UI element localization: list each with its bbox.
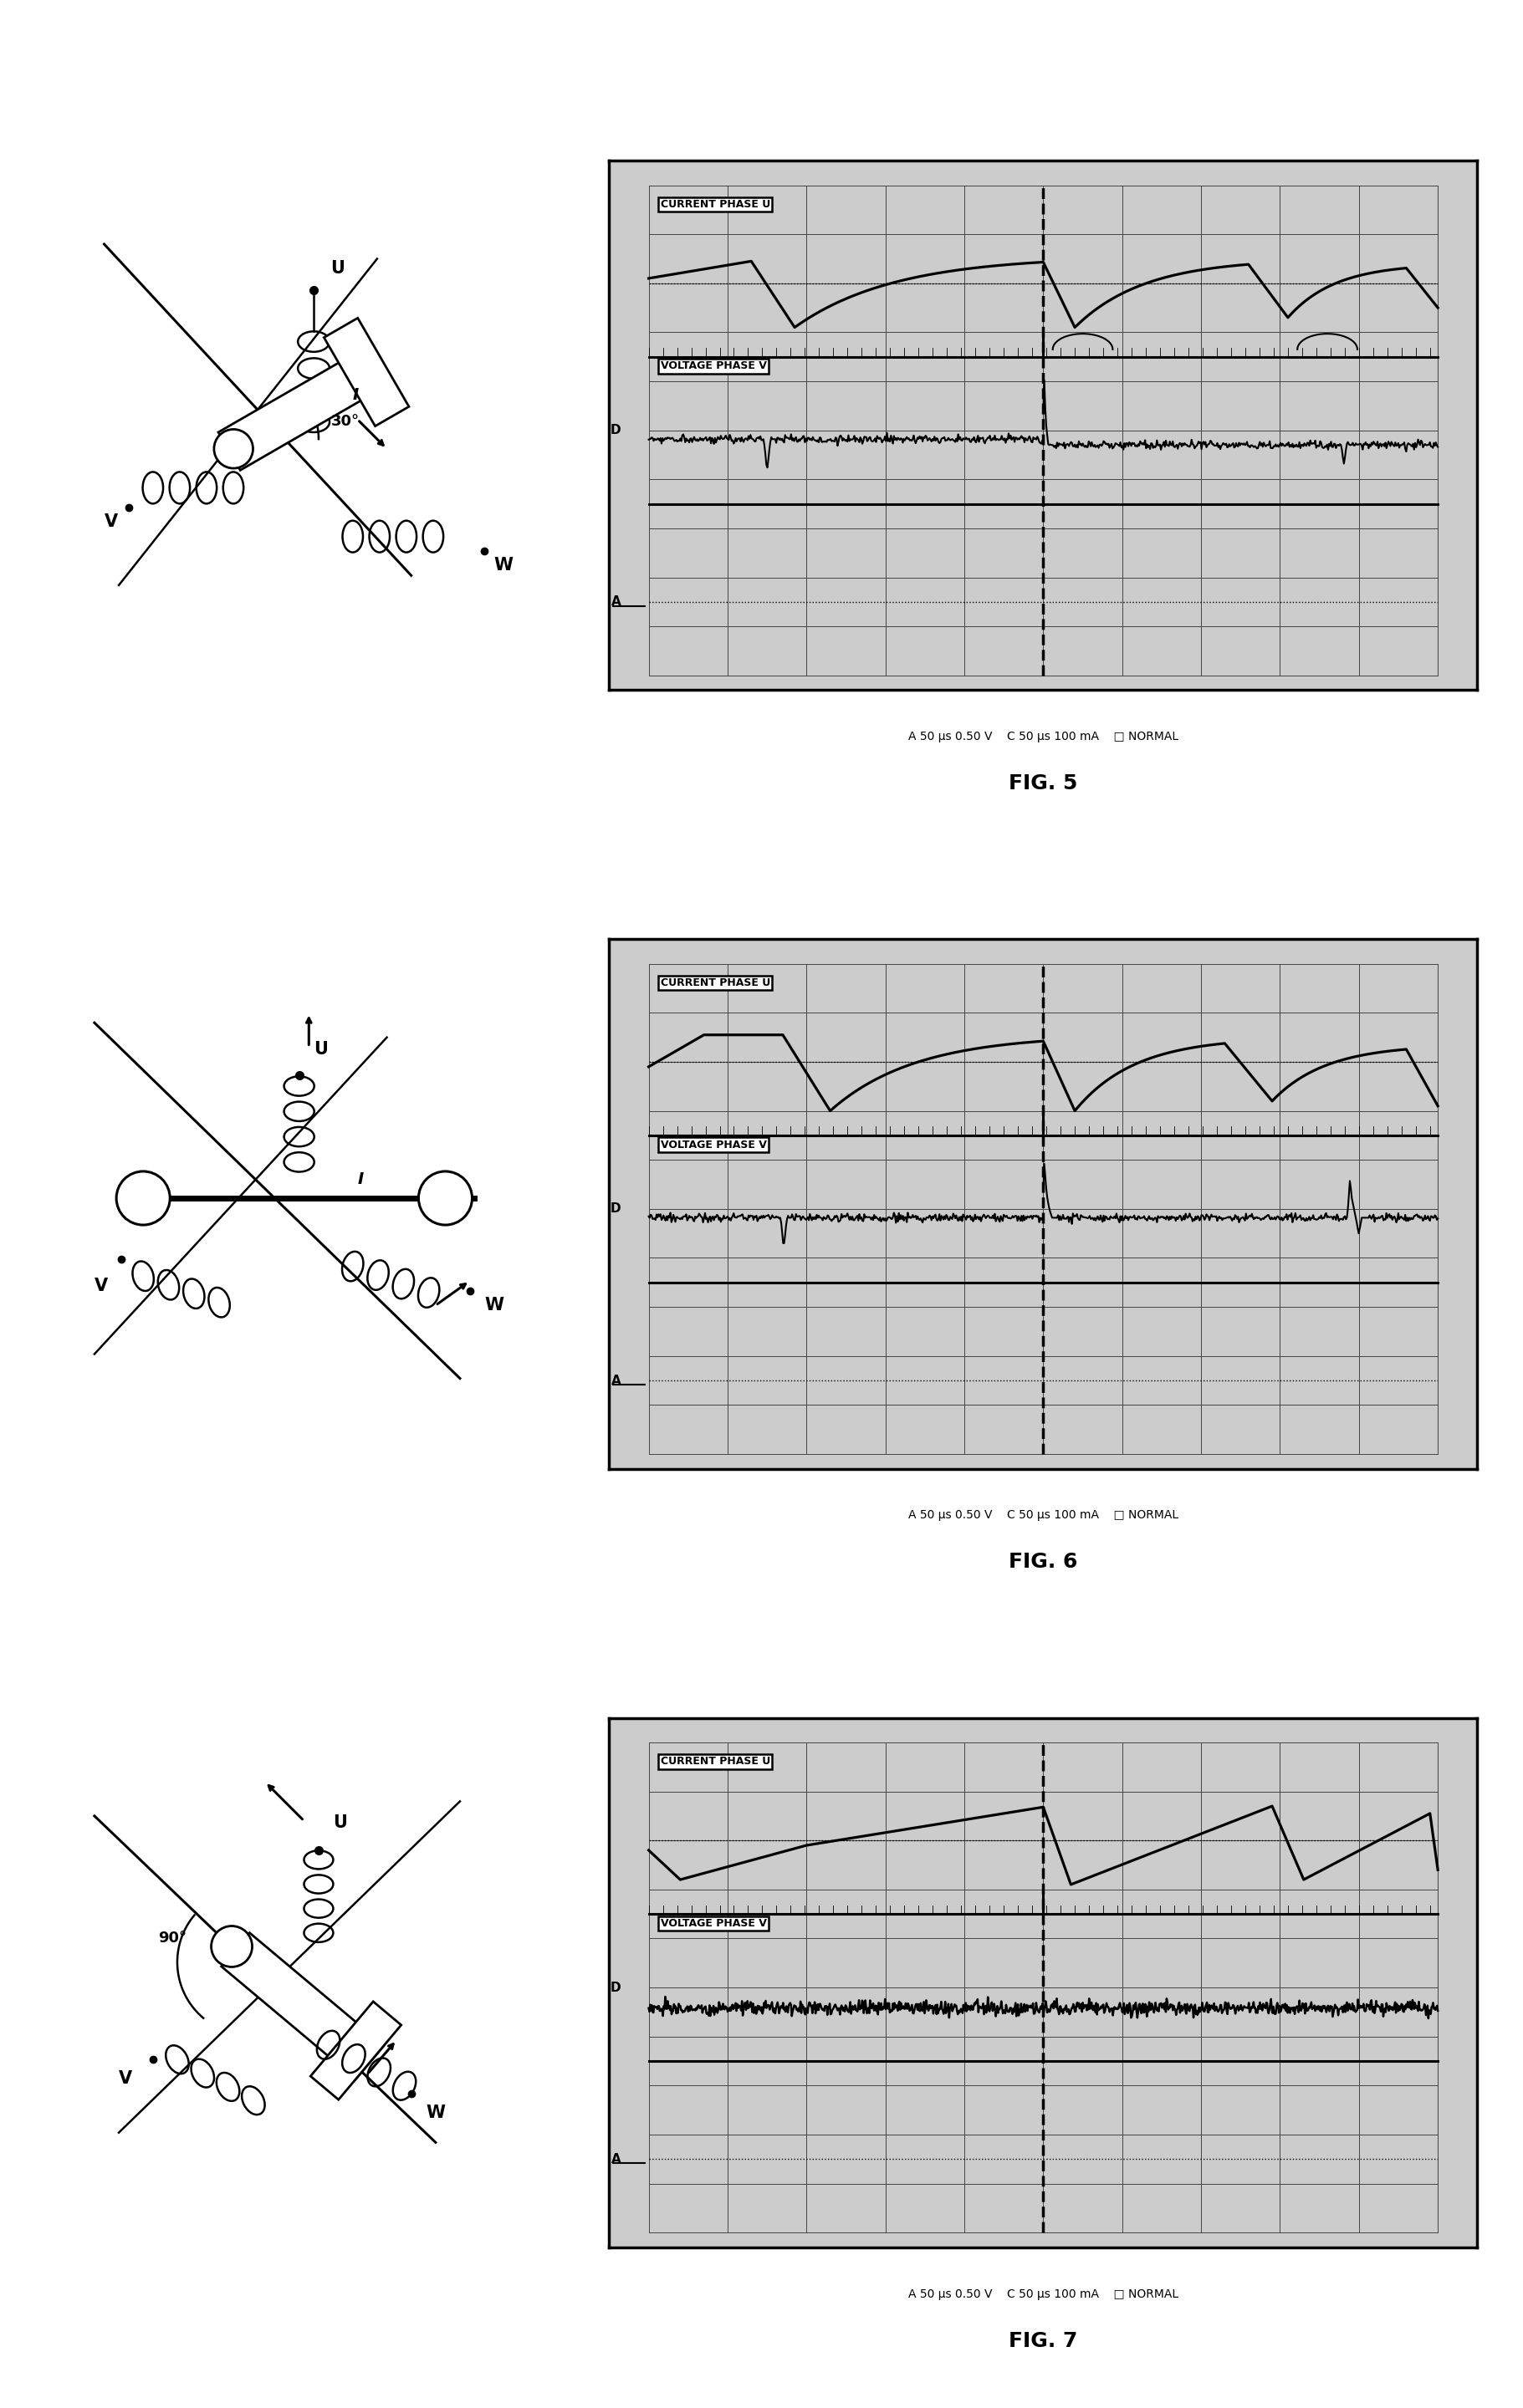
Text: U: U: [330, 260, 344, 277]
Polygon shape: [221, 1934, 384, 2078]
Text: A 50 μs 0.50 V    C 50 μs 100 mA    □ NORMAL: A 50 μs 0.50 V C 50 μs 100 mA □ NORMAL: [908, 1510, 1179, 1522]
Text: FIG. 7: FIG. 7: [1008, 2331, 1078, 2350]
Text: CURRENT PHASE U: CURRENT PHASE U: [661, 1755, 771, 1767]
Text: A: A: [611, 595, 621, 609]
Text: W: W: [484, 1298, 504, 1312]
Text: CURRENT PHASE U: CURRENT PHASE U: [661, 978, 771, 987]
Text: D: D: [611, 424, 621, 436]
Text: I: I: [353, 388, 359, 405]
Polygon shape: [218, 347, 388, 470]
Text: A: A: [611, 1375, 621, 1387]
Circle shape: [419, 1170, 472, 1226]
Text: A 50 μs 0.50 V    C 50 μs 100 mA    □ NORMAL: A 50 μs 0.50 V C 50 μs 100 mA □ NORMAL: [908, 2288, 1179, 2300]
Text: U: U: [334, 1816, 347, 1832]
Text: FIG. 5: FIG. 5: [1008, 773, 1078, 795]
Text: W: W: [426, 2105, 445, 2121]
Text: D: D: [611, 1202, 621, 1216]
Text: D: D: [611, 1982, 621, 1994]
Text: 30°: 30°: [330, 414, 359, 429]
Text: V: V: [104, 513, 117, 530]
Text: 90°: 90°: [158, 1931, 186, 1946]
Text: U: U: [314, 1040, 327, 1057]
Circle shape: [116, 1170, 171, 1226]
Text: A 50 μs 0.50 V    C 50 μs 100 mA    □ NORMAL: A 50 μs 0.50 V C 50 μs 100 mA □ NORMAL: [908, 732, 1179, 742]
Text: VOLTAGE PHASE V: VOLTAGE PHASE V: [661, 1139, 766, 1151]
Polygon shape: [311, 2001, 401, 2100]
Circle shape: [215, 429, 253, 467]
Text: CURRENT PHASE U: CURRENT PHASE U: [661, 200, 771, 209]
Text: V: V: [119, 2071, 133, 2088]
Text: I: I: [358, 1170, 364, 1187]
Text: FIG. 6: FIG. 6: [1008, 1553, 1078, 1572]
Circle shape: [212, 1926, 253, 1967]
Text: W: W: [493, 556, 513, 573]
Text: VOLTAGE PHASE V: VOLTAGE PHASE V: [661, 361, 766, 371]
Polygon shape: [324, 318, 408, 426]
Text: V: V: [94, 1276, 108, 1293]
Text: A: A: [611, 2153, 621, 2165]
Text: VOLTAGE PHASE V: VOLTAGE PHASE V: [661, 1917, 766, 1929]
